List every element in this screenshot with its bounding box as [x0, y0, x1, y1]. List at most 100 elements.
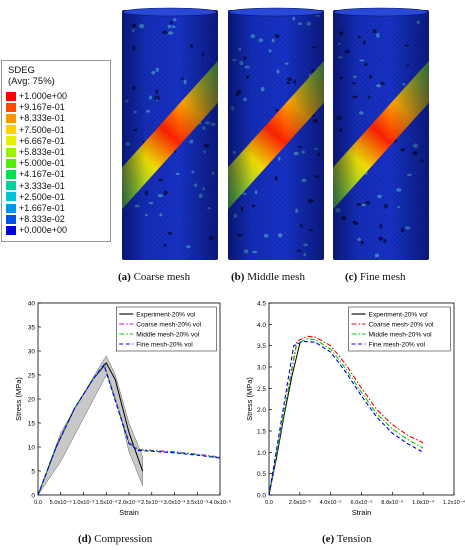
y-tick-label: 40	[28, 301, 36, 308]
legend-swatch	[6, 158, 16, 168]
middle-mesh-cylinder	[228, 7, 324, 260]
y-tick-label: 5	[31, 469, 35, 476]
series-line	[268, 343, 301, 496]
coarse-mesh-cylinder	[122, 7, 218, 260]
y-axis-label: Stress (MPa)	[14, 377, 23, 421]
legend-label: Fine mesh-20% vol	[369, 342, 426, 349]
y-tick-label: 1.0	[257, 450, 266, 457]
x-tick-label: 4.0x10⁻³	[209, 500, 231, 506]
y-tick-label: 25	[28, 373, 36, 380]
y-tick-label: 1.5	[257, 429, 266, 436]
x-tick-label: 4.0x10⁻⁵	[320, 499, 342, 506]
y-tick-label: 15	[28, 421, 36, 428]
legend-value: +5.000e-01	[19, 158, 65, 169]
series-line	[268, 340, 424, 496]
y-tick-label: 30	[28, 349, 36, 356]
legend-entry: +8.333e-01	[6, 113, 65, 123]
x-tick-label: 1.5x10⁻³	[95, 500, 117, 506]
x-axis-label: Strain	[119, 508, 139, 517]
x-tick-label: 2.0x10⁻³	[118, 500, 140, 506]
y-tick-label: 0	[31, 493, 35, 500]
y-tick-label: 20	[28, 397, 36, 404]
x-tick-label: 1.2x10⁻⁴	[443, 499, 465, 506]
legend-swatch	[6, 113, 16, 123]
legend-label: Middle mesh-20% vol	[136, 332, 200, 339]
caption-b: (b) Middle mesh	[231, 271, 305, 283]
legend-entry: +8.333e-02	[6, 214, 65, 224]
x-tick-label: 8.0x10⁻⁵	[381, 499, 403, 506]
legend-swatch	[6, 214, 16, 224]
legend-swatch	[6, 192, 16, 202]
legend-swatch	[6, 169, 16, 179]
y-axis-label: Stress (MPa)	[245, 377, 254, 421]
legend-entry: +1.000e+00	[6, 91, 67, 101]
legend-swatch	[6, 181, 16, 191]
caption-e: (e) Tension	[322, 533, 371, 545]
legend-value: +8.333e-01	[19, 113, 65, 124]
cylinder-top	[228, 7, 324, 17]
legend-entry: +0.000e+00	[6, 225, 67, 235]
series-line	[37, 363, 221, 496]
legend-entry: +1.667e-01	[6, 203, 65, 213]
legend-swatch	[6, 125, 16, 135]
legend-entry: +3.333e-01	[6, 181, 65, 191]
caption-a-text: Coarse mesh	[133, 271, 191, 283]
legend-value: +2.500e-01	[19, 191, 65, 202]
legend-entry: +5.833e-01	[6, 147, 65, 157]
x-tick-label: 0.0	[265, 500, 273, 506]
y-tick-label: 2.0	[257, 407, 266, 414]
series-line	[268, 338, 424, 496]
y-tick-label: 0.5	[257, 471, 266, 478]
x-tick-label: 5.0x10⁻⁴	[50, 499, 73, 506]
legend-entry: +9.167e-01	[6, 102, 65, 112]
legend-value: +1.667e-01	[19, 203, 65, 213]
tension-chart: 0.0 0.5 1.0 1.5 2.0 2.5 3.0 3.5 4.0 4.5 0.0 2.0x10⁻…	[245, 301, 465, 518]
mesh-renders	[122, 7, 429, 260]
caption-c-text: Fine mesh	[359, 271, 406, 283]
caption-d-label: (d)	[78, 533, 92, 545]
legend-label: Coarse mesh-20% vol	[369, 322, 434, 329]
x-tick-label: 3.5x10⁻³	[186, 500, 208, 506]
legend-label: Experiment-20% vol	[136, 312, 196, 319]
y-tick-label: 0.0	[257, 493, 266, 500]
legend-entry: +6.667e-01	[6, 136, 65, 146]
y-tick-label: 3.0	[257, 365, 266, 372]
legend-subtitle: (Avg: 75%)	[8, 76, 55, 87]
legend-value: +7.500e-01	[19, 124, 65, 135]
x-tick-label: 3.0x10⁻³	[164, 500, 186, 506]
caption-e-label: (e)	[322, 533, 335, 545]
x-tick-label: 6.0x10⁻⁵	[350, 499, 372, 506]
caption-e-text: Tension	[336, 533, 372, 545]
legend-value: +0.000e+00	[19, 225, 68, 236]
y-tick-label: 10	[28, 445, 36, 452]
y-tick-label: 4.5	[257, 301, 266, 308]
caption-c-label: (c)	[345, 271, 358, 283]
caption-d-text: Compression	[94, 533, 153, 545]
legend-title: SDEG	[8, 65, 35, 76]
y-tick-label: 4.0	[257, 322, 266, 329]
legend-swatch	[6, 102, 16, 112]
fine-mesh-cylinder	[333, 7, 429, 260]
legend-value: +5.833e-01	[19, 147, 65, 157]
legend-label: Experiment-20% vol	[369, 312, 429, 319]
legend-swatch	[6, 203, 16, 213]
y-tick-label: 35	[28, 325, 36, 332]
legend-entry: +2.500e-01	[6, 192, 65, 202]
series-line	[37, 363, 221, 496]
x-tick-label: 2.0x10⁻⁵	[289, 499, 311, 506]
legend-value: +1.000e+00	[19, 91, 68, 101]
caption-b-text: Middle mesh	[247, 271, 305, 283]
cylinder-top	[122, 7, 218, 17]
legend-value: +8.333e-02	[19, 214, 65, 225]
cylinder-top	[333, 7, 429, 17]
legend-swatch	[6, 136, 16, 146]
legend-value: +9.167e-01	[19, 102, 65, 113]
x-axis-label: Strain	[352, 508, 372, 517]
caption-a-label: (a)	[118, 271, 131, 283]
compression-chart: 0 5 10 15 20 25 30 35 40 0.0 5.0x10⁻⁴ 1.0x10⁻³ 1.5x1…	[14, 301, 231, 518]
series-line	[268, 335, 424, 496]
caption-c: (c) Fine mesh	[345, 271, 406, 283]
legend-value: +3.333e-01	[19, 180, 65, 191]
caption-d: (d) Compression	[78, 533, 152, 545]
contour-legend: SDEG (Avg: 75%) +1.000e+00 +9.167e-01 +8.3…	[1, 60, 111, 242]
